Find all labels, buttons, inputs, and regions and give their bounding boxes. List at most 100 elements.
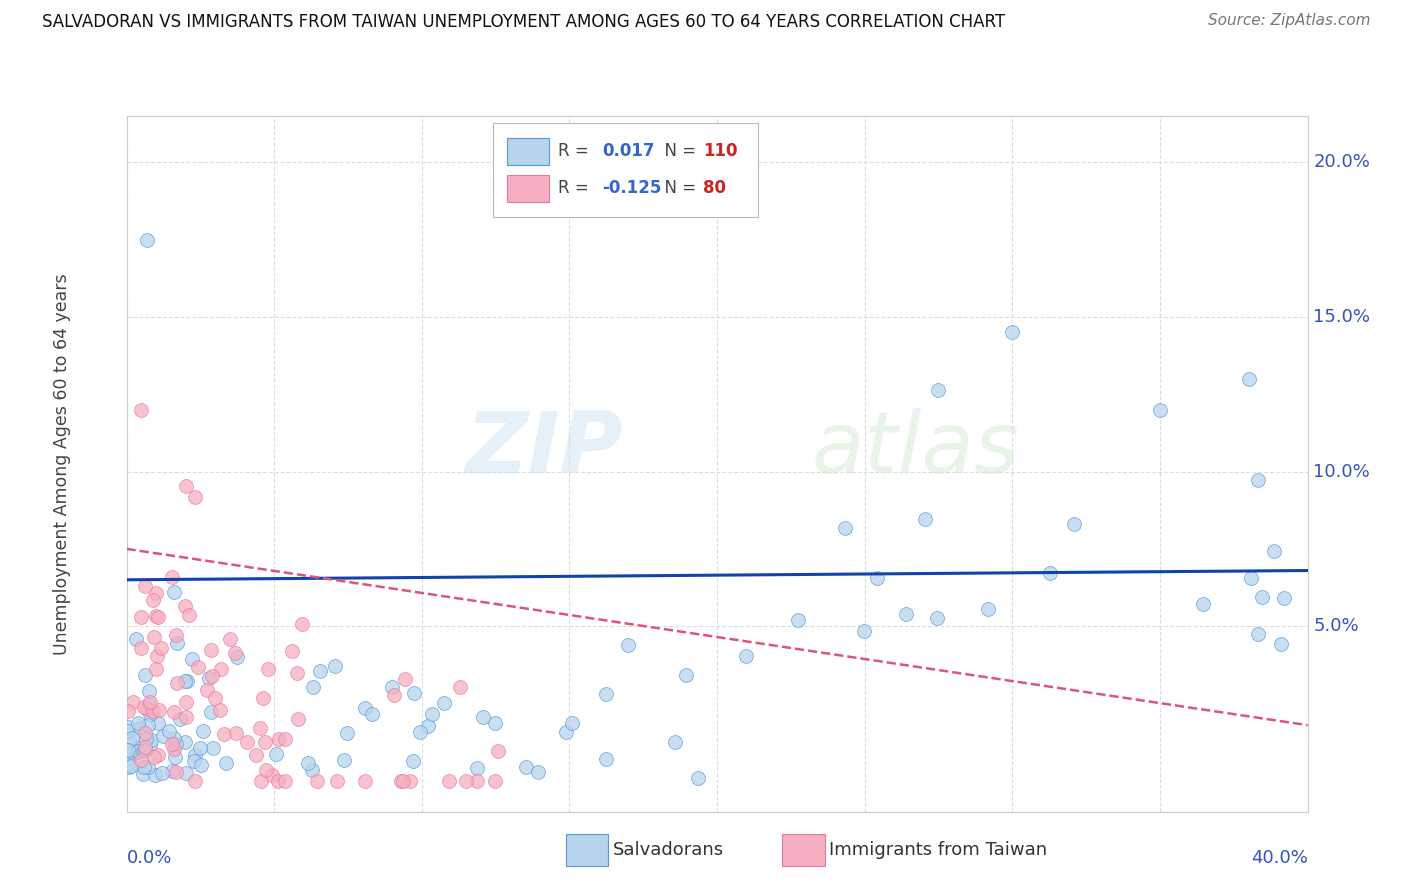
- Point: [184, 773, 207, 788]
- Text: N =: N =: [654, 178, 702, 196]
- Point: [174, 695, 197, 709]
- Point: [332, 753, 354, 767]
- Point: [146, 610, 169, 624]
- Point: [392, 773, 415, 788]
- Point: [215, 756, 238, 771]
- Point: [191, 724, 214, 739]
- Point: [134, 579, 156, 593]
- Point: [145, 608, 167, 623]
- Point: [267, 773, 290, 788]
- Point: [201, 740, 224, 755]
- Point: [118, 733, 141, 747]
- Point: [174, 674, 197, 689]
- Text: SALVADORAN VS IMMIGRANTS FROM TAIWAN UNEMPLOYMENT AMONG AGES 60 TO 64 YEARS CORR: SALVADORAN VS IMMIGRANTS FROM TAIWAN UNE…: [42, 13, 1005, 31]
- Point: [561, 715, 583, 730]
- Point: [977, 602, 1000, 616]
- Point: [142, 704, 165, 718]
- Point: [184, 490, 207, 504]
- Point: [132, 743, 155, 757]
- Point: [181, 652, 204, 666]
- Point: [484, 715, 506, 730]
- Point: [145, 662, 167, 676]
- Point: [150, 641, 173, 656]
- Point: [129, 721, 152, 735]
- Point: [176, 673, 198, 688]
- Text: 80: 80: [703, 178, 725, 196]
- Point: [235, 735, 257, 749]
- Point: [1270, 637, 1292, 651]
- Point: [336, 726, 359, 740]
- Point: [143, 750, 166, 764]
- Point: [152, 729, 174, 743]
- Point: [927, 384, 949, 398]
- Point: [160, 737, 183, 751]
- Text: ZIP: ZIP: [465, 409, 623, 491]
- Point: [389, 773, 412, 788]
- Point: [138, 707, 160, 722]
- Point: [139, 732, 162, 747]
- Point: [354, 773, 377, 788]
- Point: [224, 646, 246, 660]
- Point: [399, 773, 422, 788]
- Point: [163, 584, 186, 599]
- Text: 15.0%: 15.0%: [1313, 308, 1371, 326]
- Point: [136, 702, 159, 716]
- Point: [262, 768, 284, 782]
- Point: [136, 760, 159, 774]
- Point: [914, 512, 936, 526]
- Point: [129, 610, 152, 624]
- Point: [138, 683, 160, 698]
- Point: [131, 641, 153, 656]
- Point: [165, 764, 187, 779]
- Point: [165, 750, 187, 764]
- Point: [200, 705, 222, 719]
- Point: [138, 698, 160, 712]
- Point: [301, 764, 323, 778]
- Point: [595, 687, 617, 701]
- Point: [439, 773, 461, 788]
- Point: [281, 644, 304, 658]
- Point: [125, 745, 148, 759]
- Point: [267, 732, 290, 747]
- Point: [1039, 566, 1062, 581]
- Point: [134, 743, 156, 757]
- Point: [852, 624, 875, 638]
- Point: [382, 688, 405, 702]
- Point: [266, 747, 288, 762]
- Point: [515, 760, 537, 774]
- Point: [555, 725, 578, 739]
- Point: [291, 617, 314, 632]
- Point: [787, 613, 810, 627]
- Point: [184, 747, 207, 762]
- Point: [381, 681, 404, 695]
- Text: -0.125: -0.125: [603, 178, 662, 196]
- Point: [176, 710, 198, 724]
- Point: [297, 756, 319, 770]
- Point: [127, 715, 149, 730]
- Point: [139, 739, 162, 753]
- Point: [134, 726, 156, 740]
- Point: [174, 765, 197, 780]
- Text: N =: N =: [654, 142, 702, 160]
- Point: [200, 642, 222, 657]
- FancyBboxPatch shape: [492, 123, 758, 217]
- Text: 5.0%: 5.0%: [1313, 617, 1360, 635]
- Point: [163, 705, 186, 719]
- Point: [866, 571, 889, 585]
- Point: [467, 761, 489, 775]
- Point: [145, 586, 167, 600]
- Point: [129, 402, 153, 417]
- Point: [1250, 591, 1272, 605]
- Point: [472, 710, 495, 724]
- Point: [146, 748, 169, 763]
- Point: [360, 707, 382, 722]
- Point: [394, 673, 416, 687]
- Text: R =: R =: [558, 178, 593, 196]
- Point: [420, 707, 443, 722]
- Text: 0.017: 0.017: [603, 142, 655, 160]
- Point: [132, 760, 155, 774]
- FancyBboxPatch shape: [506, 138, 550, 165]
- Point: [326, 773, 349, 788]
- Point: [132, 699, 155, 714]
- Point: [301, 680, 323, 694]
